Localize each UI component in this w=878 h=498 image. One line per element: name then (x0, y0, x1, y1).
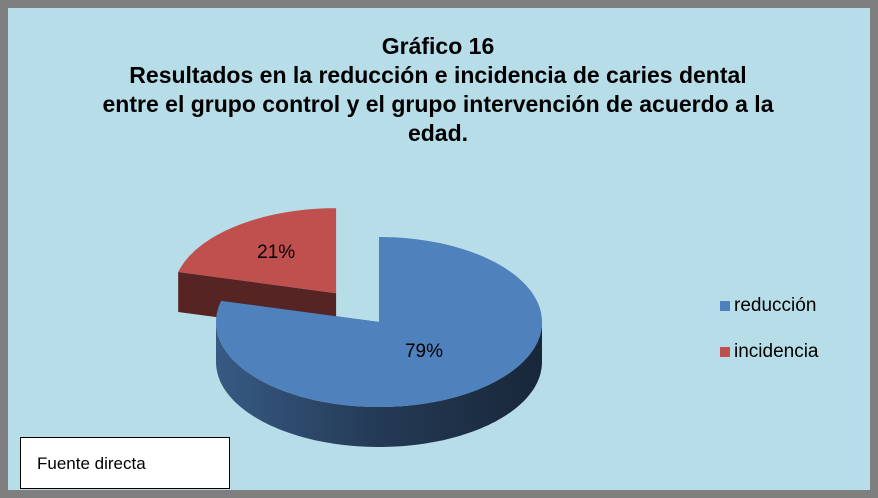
data-label: 79% (405, 341, 443, 362)
legend-swatch (720, 347, 730, 357)
annotation: Fuente directa (20, 437, 230, 489)
pie-slice (178, 208, 337, 294)
legend-label: incidencia (734, 341, 819, 362)
data-label: 21% (257, 242, 295, 263)
pie-slice (216, 237, 542, 407)
slice-side (216, 322, 542, 447)
title-block: Gráfico 16 Resultados en la reducción e … (98, 32, 778, 148)
legend-label: reducción (734, 295, 816, 316)
chart-title: Gráfico 16 (381, 33, 495, 59)
chart-subtitle: Resultados en la reducción e incidencia … (102, 62, 774, 146)
legend-swatch (720, 301, 730, 311)
chart: 79% 21% reducción incidencia (178, 208, 819, 447)
